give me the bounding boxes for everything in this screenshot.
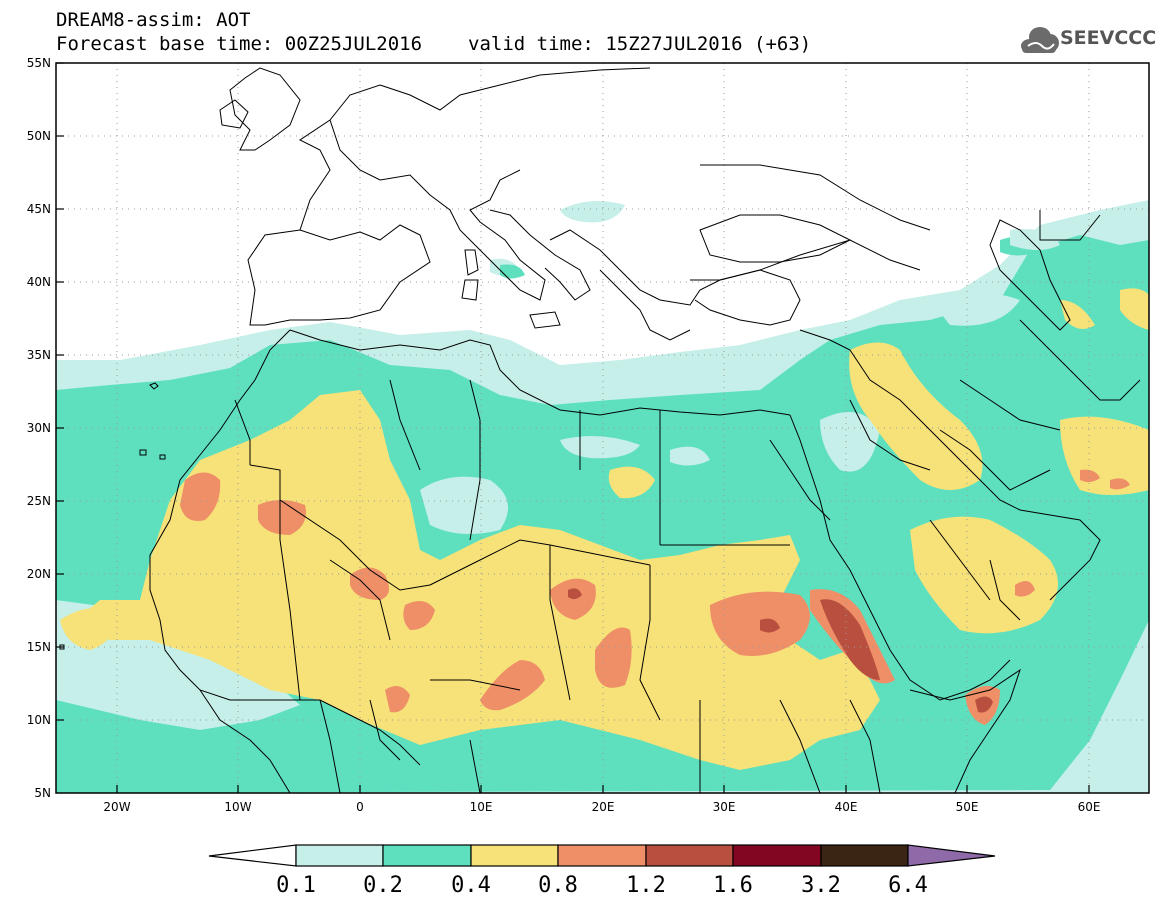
- lat-label: 10N: [27, 713, 51, 727]
- graticule: [56, 63, 1149, 793]
- lat-label: 30N: [27, 421, 51, 435]
- lat-label: 5N: [34, 786, 51, 800]
- aot-layer-1-2: [568, 588, 993, 713]
- lat-label: 40N: [27, 275, 51, 289]
- aot-layer-0-4: [60, 288, 1149, 770]
- lon-label: 50E: [956, 800, 979, 814]
- lon-label: 40E: [835, 800, 858, 814]
- lat-label: 45N: [27, 202, 51, 216]
- lat-label: 20N: [27, 567, 51, 581]
- lon-label: 0: [356, 800, 364, 814]
- lat-label: 25N: [27, 494, 51, 508]
- map-subtitle: Forecast base time: 00Z25JUL2016 valid ti…: [56, 33, 811, 55]
- coastlines: [149, 67, 1141, 793]
- lat-label: 15N: [27, 640, 51, 654]
- lon-label: 30E: [713, 800, 736, 814]
- lon-labels: 20W 10W 0 10E 20E 30E 40E 50E 60E: [103, 800, 1100, 814]
- lon-label: 20W: [103, 800, 130, 814]
- lat-labels: 55N 50N 45N 40N 35N 30N 25N 20N 15N 10N …: [27, 56, 51, 800]
- lat-label: 35N: [27, 348, 51, 362]
- lon-label: 10W: [224, 800, 251, 814]
- map-title: DREAM8-assim: AOT: [56, 9, 251, 31]
- cloud-icon: [1021, 27, 1059, 53]
- logo-text: SEEVCCC: [1060, 27, 1157, 49]
- valid-time: valid time: 15Z27JUL2016 (+63): [468, 33, 812, 55]
- lon-label: 60E: [1078, 800, 1101, 814]
- base-time: Forecast base time: 00Z25JUL2016: [56, 33, 423, 55]
- lon-label: 20E: [592, 800, 615, 814]
- lat-label: 55N: [27, 56, 51, 70]
- lat-label: 50N: [27, 129, 51, 143]
- lon-label: 10E: [470, 800, 493, 814]
